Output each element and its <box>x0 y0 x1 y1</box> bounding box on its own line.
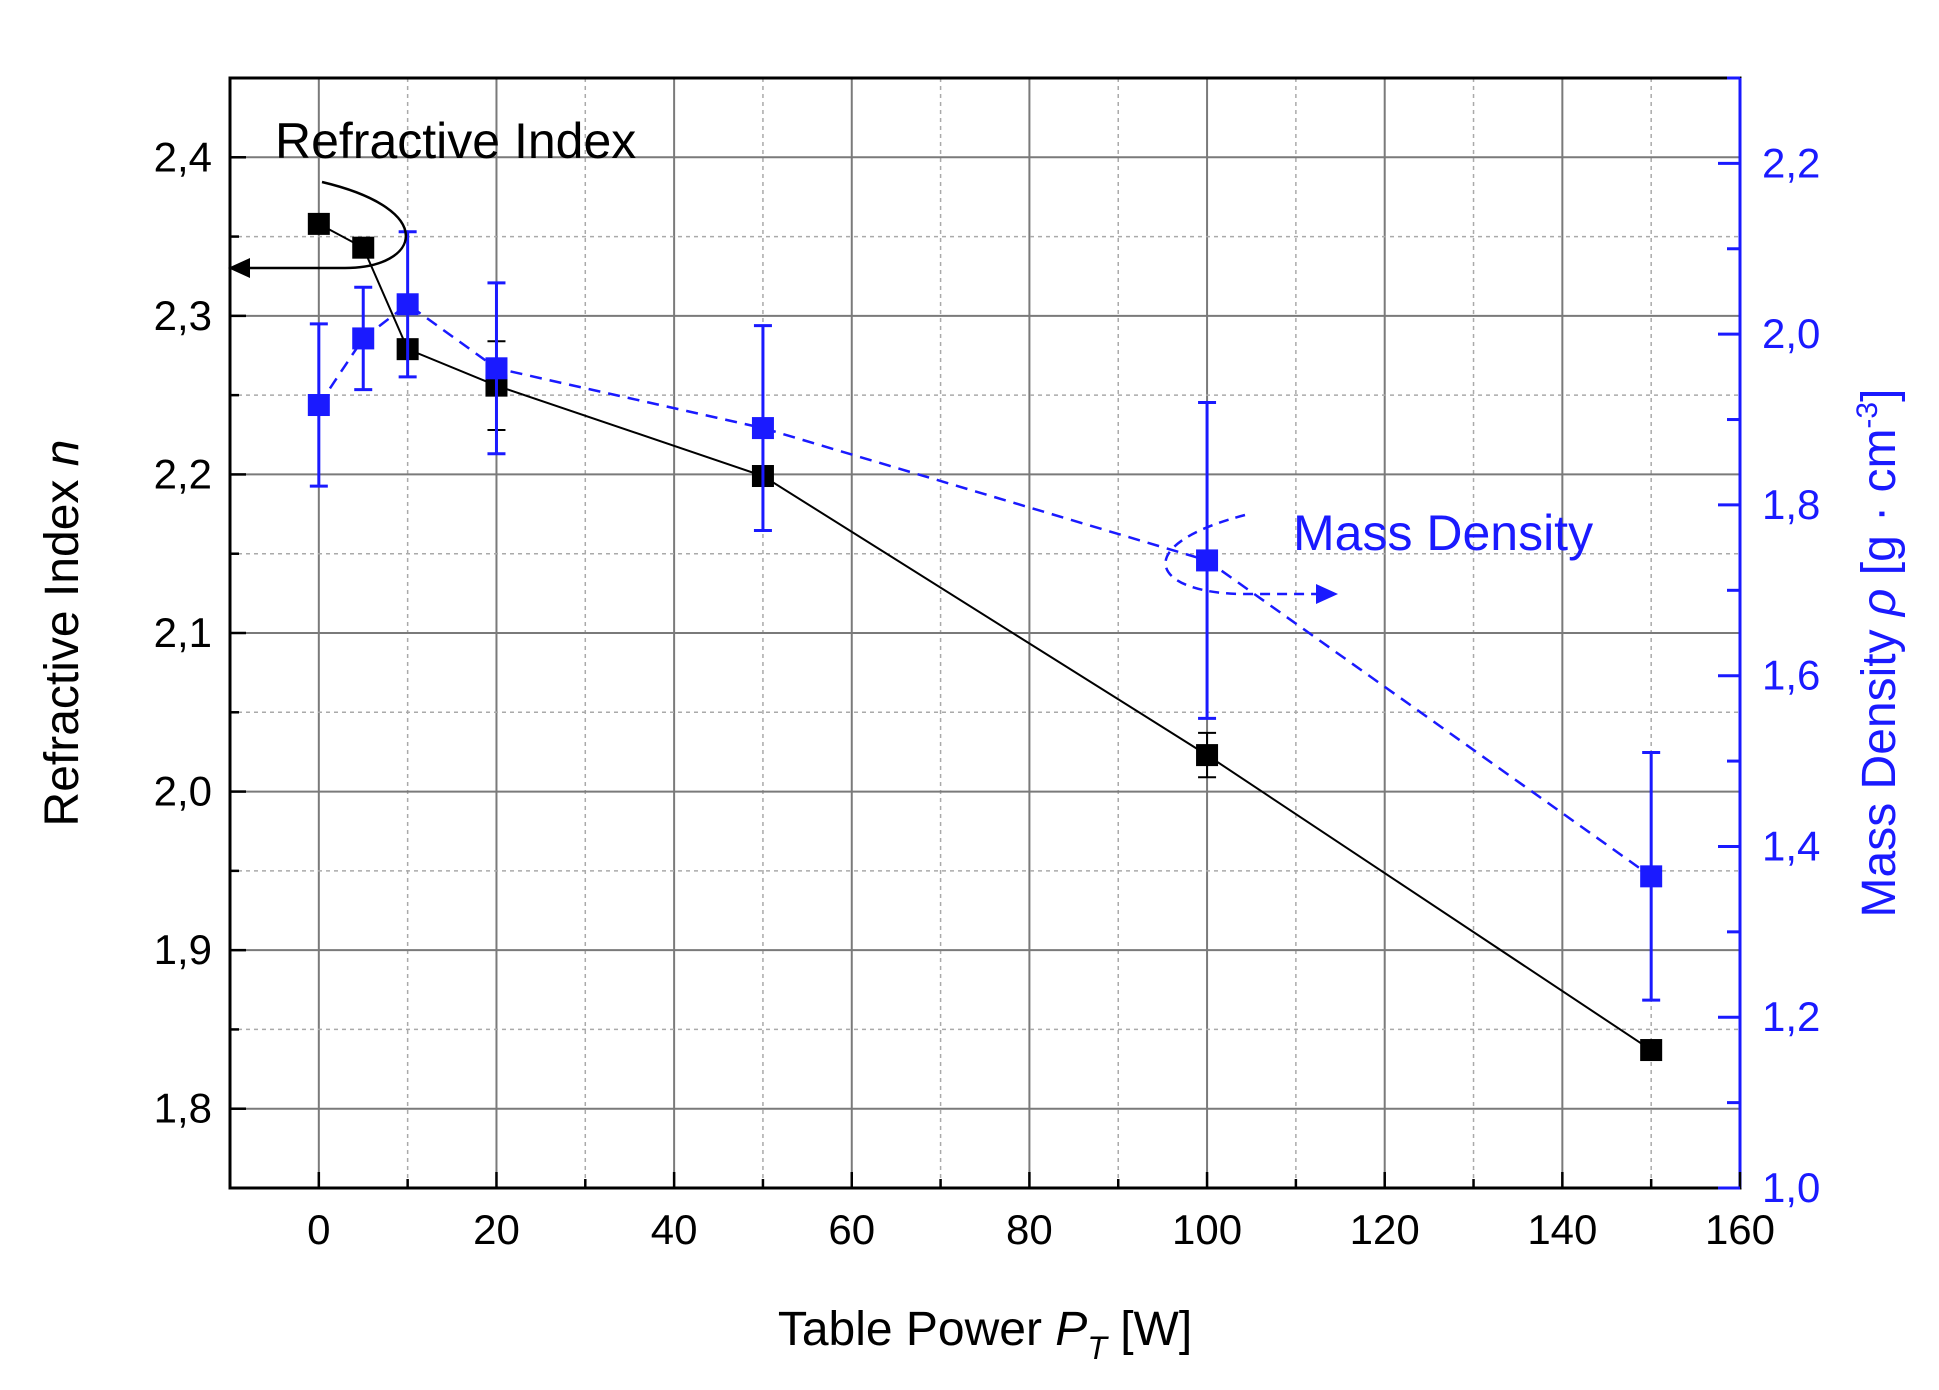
mass-density-arrowhead <box>1316 584 1338 604</box>
data-point <box>1640 865 1663 888</box>
x-tick-label: 160 <box>1705 1206 1775 1253</box>
x-tick-label: 0 <box>307 1206 330 1253</box>
x-tick-label: 100 <box>1172 1206 1242 1253</box>
y-left-tick-label: 2,3 <box>154 292 212 339</box>
series-refractive-index <box>307 212 1663 1062</box>
y-right-tick-label: 1,4 <box>1762 822 1820 869</box>
y-left-tick-label: 2,1 <box>154 609 212 656</box>
data-point <box>751 417 774 440</box>
annotation-mass-density: Mass Density <box>1293 505 1593 561</box>
y-right-axis-title: Mass Density ρ [g · cm-3] <box>1851 389 1906 918</box>
annotation-refractive-index-arrow <box>232 180 407 270</box>
x-tick-label: 120 <box>1350 1206 1420 1253</box>
x-tick-label: 20 <box>473 1206 520 1253</box>
annotation-mass-density-arrow <box>1164 513 1325 596</box>
grid <box>230 77 1741 1189</box>
data-point <box>352 327 375 350</box>
y-right-tick-label: 1,0 <box>1762 1164 1820 1211</box>
annotation-refractive-index: Refractive Index <box>275 113 636 169</box>
y-left-tick-label: 1,9 <box>154 926 212 973</box>
x-tick-label: 80 <box>1006 1206 1053 1253</box>
series-group <box>307 212 1663 1062</box>
y-left-tick-label: 1,8 <box>154 1085 212 1132</box>
data-point <box>307 394 330 417</box>
data-point <box>1196 549 1219 572</box>
x-tick-label: 140 <box>1527 1206 1597 1253</box>
series-mass-density <box>307 230 1663 1002</box>
x-tick-label: 40 <box>651 1206 698 1253</box>
y-right-tick-label: 2,0 <box>1762 310 1820 357</box>
data-point <box>396 293 419 316</box>
series-line <box>317 302 1652 878</box>
data-point <box>1640 1039 1663 1062</box>
x-tick-label: 60 <box>828 1206 875 1253</box>
data-point <box>485 357 508 380</box>
series-line <box>318 223 1652 1051</box>
y-left-axis-title: Refractive Index n <box>36 440 89 827</box>
y-right-tick-label: 1,6 <box>1762 652 1820 699</box>
y-left-tick-label: 2,2 <box>154 450 212 497</box>
refractive-index-arrowhead <box>228 258 250 278</box>
y-left-tick-label: 2,4 <box>154 133 212 180</box>
ticks: 0 20 40 60 80 100 120 140 160 1,8 1,9 2,0 2,1 2,2 2,3 2… <box>154 76 1820 1253</box>
y-right-tick-label: 1,8 <box>1762 481 1820 528</box>
y-right-tick-label: 2,2 <box>1762 139 1820 186</box>
data-point <box>1196 744 1219 767</box>
x-axis-title: Table Power PT [W] <box>778 1303 1192 1366</box>
y-right-tick-label: 1,2 <box>1762 993 1820 1040</box>
data-point <box>307 212 330 235</box>
y-left-tick-label: 2,0 <box>154 768 212 815</box>
data-point <box>352 236 375 259</box>
